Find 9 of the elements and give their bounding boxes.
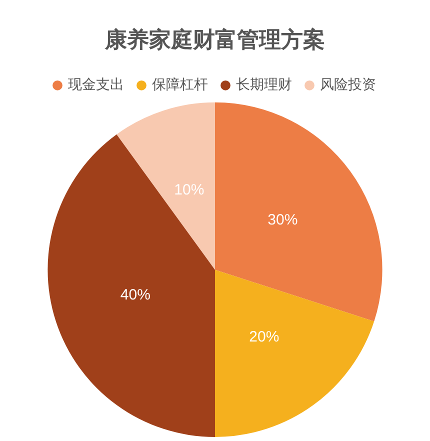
legend-label: 现金支出 bbox=[68, 77, 124, 94]
data-label: 10% bbox=[174, 181, 204, 198]
data-label: 40% bbox=[120, 286, 150, 304]
chart-title: 康养家庭财富管理方案 bbox=[104, 26, 325, 53]
legend-label: 长期理财 bbox=[236, 77, 292, 94]
data-label: 30% bbox=[268, 212, 298, 229]
legend-label: 保障杠杆 bbox=[152, 77, 208, 94]
legend-label: 风险投资 bbox=[320, 77, 376, 94]
data-label: 20% bbox=[249, 328, 280, 346]
